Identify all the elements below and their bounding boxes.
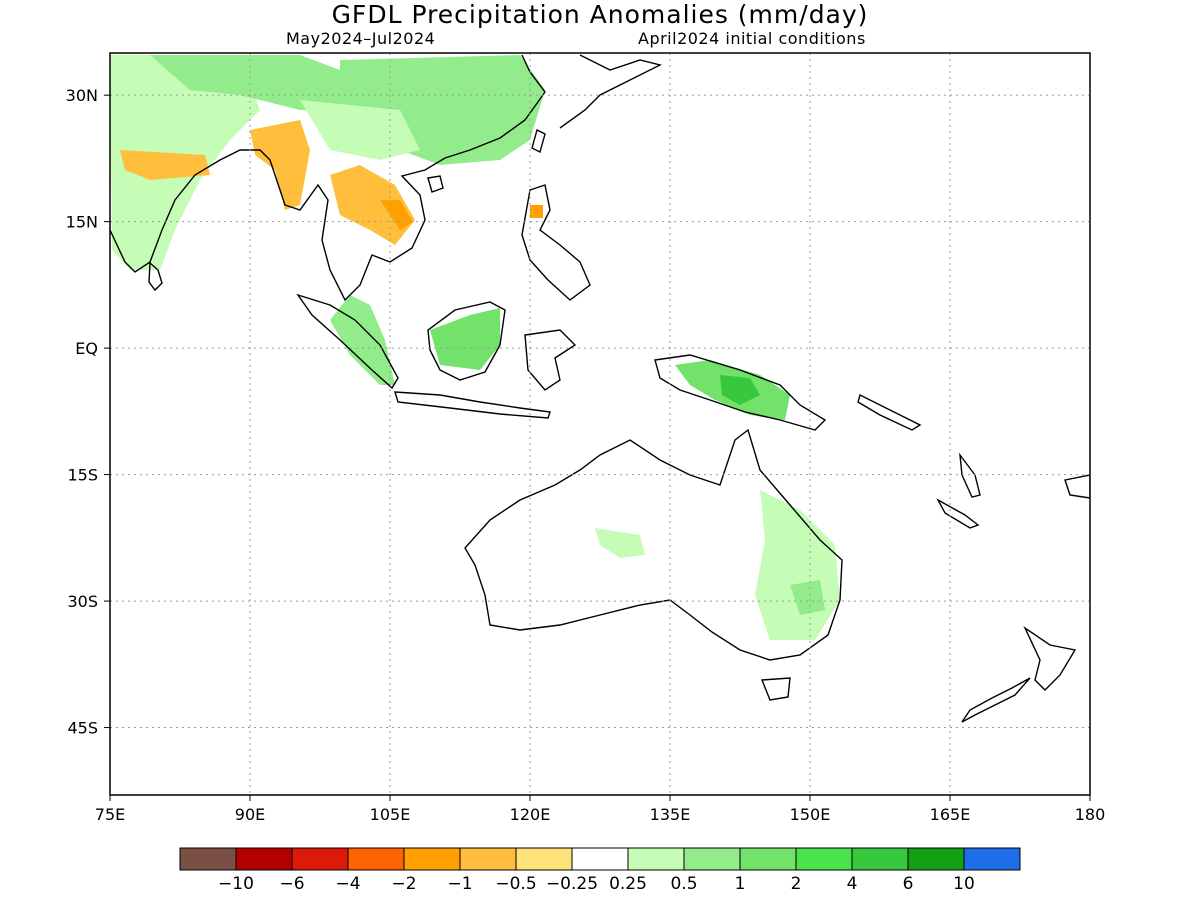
colorbar-label: −0.25: [546, 874, 598, 894]
colorbar-swatch: [851, 847, 909, 871]
colorbar-label: 10: [953, 874, 975, 894]
colorbar-swatch: [235, 847, 293, 871]
x-tick-label: 90E: [235, 805, 265, 824]
colorbar-swatch: [291, 847, 349, 871]
fill-e-australia: [755, 490, 840, 640]
colorbar-label: −6: [279, 874, 304, 894]
colorbar-swatch: [403, 847, 461, 871]
coast-vanuatu: [959, 452, 981, 498]
colorbar-label: 1: [735, 874, 746, 894]
coast-java: [394, 391, 551, 419]
x-tick-label: 120E: [510, 805, 551, 824]
colorbar-swatch: [459, 847, 517, 871]
colorbar-swatch: [571, 847, 629, 871]
coast-sri-lanka: [148, 261, 163, 292]
y-tick-label: 30S: [67, 592, 98, 611]
coast-australia: [464, 428, 843, 661]
colorbar-swatch: [963, 847, 1021, 871]
grid-lines: [110, 53, 1090, 795]
colorbar-swatch: [795, 847, 853, 871]
colorbar-label: −2: [391, 874, 416, 894]
colorbar-label: −0.5: [495, 874, 536, 894]
fill-borneo: [430, 308, 500, 370]
colorbar-swatch: [347, 847, 405, 871]
coast-nz-south: [961, 677, 1031, 723]
fill-indochina-dark: [380, 200, 413, 230]
colorbar-label: −4: [335, 874, 360, 894]
coast-philippines: [521, 184, 591, 301]
x-tick-label: 135E: [650, 805, 691, 824]
colorbar-swatch: [907, 847, 965, 871]
y-tick-label: 30N: [66, 86, 98, 105]
anomaly-fills: [110, 55, 840, 640]
coast-japan: [559, 54, 663, 129]
x-tick-label: 180: [1075, 805, 1106, 824]
axis-ticks: 75E 90E 105E 120E 135E 150E 165E 180 30N 15N EQ 15S…: [66, 86, 1106, 824]
coast-tasmania: [760, 677, 791, 701]
y-tick-label: 45S: [67, 719, 98, 738]
plot-frame: [109, 52, 1091, 796]
colorbar-swatch: [179, 847, 237, 871]
colorbar-label: 0.5: [670, 874, 697, 894]
colorbar-label: −1: [447, 874, 472, 894]
coast-fiji: [1064, 474, 1090, 499]
map-title: GFDL Precipitation Anomalies (mm/day): [331, 0, 869, 29]
fill-tibet: [150, 55, 350, 110]
fill-new-guinea-dark: [720, 375, 760, 405]
coast-borneo: [427, 301, 506, 381]
colorbar-swatch: [515, 847, 573, 871]
fill-indochina: [330, 165, 415, 245]
colorbar-label: −10: [218, 874, 254, 894]
coast-new-guinea: [654, 354, 827, 431]
colorbar-label: 0.25: [609, 874, 647, 894]
colorbar-label: 2: [791, 874, 802, 894]
colorbar-swatch: [627, 847, 685, 871]
colorbar: −10 −6 −4 −2 −1 −0.5 −0.25 0.25 0.5 1 2 4 6 10: [179, 847, 1021, 894]
y-tick-label: 15N: [66, 213, 98, 232]
fill-sumatra: [330, 295, 395, 385]
fill-c-australia: [595, 528, 645, 558]
x-tick-label: 150E: [790, 805, 831, 824]
colorbar-swatch: [739, 847, 797, 871]
coast-new-caledonia: [936, 498, 980, 529]
coast-sumatra: [296, 293, 399, 390]
initial-conditions: April2024 initial conditions: [638, 29, 866, 48]
fill-luzon: [530, 205, 543, 218]
y-tick-label: EQ: [75, 339, 98, 358]
colorbar-label: 6: [903, 874, 914, 894]
coast-hainan: [427, 175, 444, 193]
coast-sulawesi: [524, 329, 577, 391]
coast-taiwan: [531, 128, 546, 154]
fill-gangetic: [120, 150, 210, 180]
x-tick-label: 75E: [95, 805, 125, 824]
coast-nz-north: [1023, 625, 1077, 691]
x-tick-label: 165E: [930, 805, 971, 824]
fill-bangladesh: [250, 120, 310, 210]
coast-solomons: [857, 393, 922, 431]
x-tick-label: 105E: [370, 805, 411, 824]
fill-e-australia-mid: [790, 580, 825, 615]
coast-asia: [110, 54, 546, 302]
forecast-period: May2024–Jul2024: [286, 29, 436, 48]
colorbar-label: 4: [847, 874, 858, 894]
colorbar-swatch: [683, 847, 741, 871]
coastlines: [110, 54, 1090, 723]
y-tick-label: 15S: [67, 466, 98, 485]
